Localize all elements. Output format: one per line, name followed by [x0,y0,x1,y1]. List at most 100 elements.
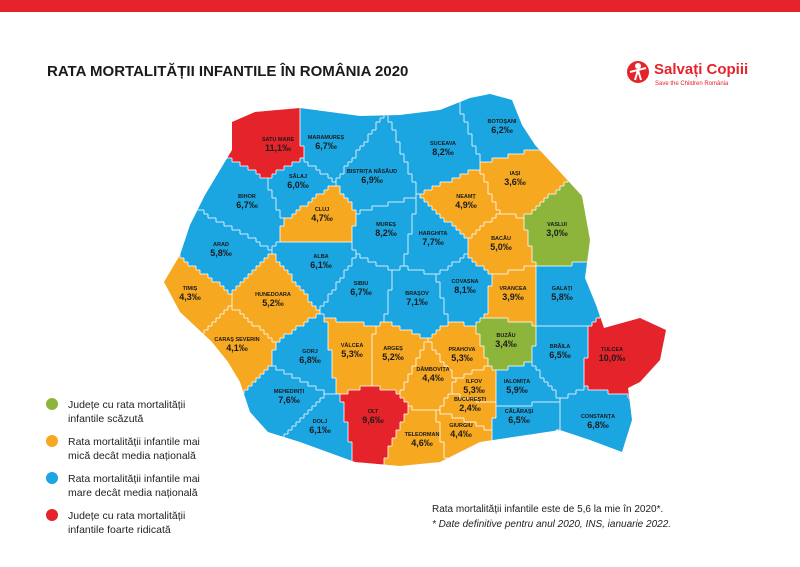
county-area [252,186,257,191]
county-area [648,162,653,167]
county-area [528,234,533,239]
county-area [668,106,672,110]
county-area [344,206,349,211]
county-area [408,130,413,135]
county-area [360,214,365,219]
county-area [564,142,569,147]
county-area [552,142,557,147]
county-area [532,214,537,219]
county-area [460,198,465,203]
county-area [608,126,613,131]
county-area [236,190,241,195]
county-area [428,214,433,219]
county-area [624,238,629,243]
county-area [428,94,433,99]
county-area [504,194,509,199]
county-area [540,130,545,135]
county-area [352,174,357,179]
county-area [592,242,597,247]
county-area [384,170,389,175]
county-area [320,222,325,227]
county-area [320,102,325,107]
county-area [640,190,645,195]
county-area [220,178,225,183]
county-area [336,170,341,175]
county-area [312,166,317,171]
county-area [456,170,461,175]
county-area [596,134,601,139]
county-area [536,162,541,167]
county-area [584,114,589,119]
county-area [176,158,181,163]
county-area [200,98,205,103]
county-area [640,238,645,243]
county-area [164,186,169,191]
county-area [556,242,561,247]
county-area [624,206,629,211]
county-area [624,210,629,215]
county-area [348,154,353,159]
county-area [296,190,301,195]
county-area [272,238,277,243]
county-area [444,138,449,143]
county-area [212,118,217,123]
county-area [488,198,493,203]
county-area [560,210,565,215]
county-area [312,158,317,163]
county-area [300,230,305,235]
county-area [540,206,545,211]
county-area [616,126,621,131]
county-area [220,206,225,211]
county-area [524,166,529,171]
county-area [408,134,413,139]
county-area [596,242,601,247]
county-area [220,122,225,127]
county-area [248,130,253,135]
county-area [448,230,453,235]
county-area [588,218,593,223]
county-area [280,210,285,215]
county-area [264,106,269,111]
county-area [348,210,353,215]
county-area [500,94,505,95]
county-area [212,114,217,119]
county-area [520,98,525,103]
county-area [388,110,393,115]
county-area [544,186,549,191]
county-area [612,210,617,215]
county-area [656,130,661,135]
county-area [452,182,457,187]
county-area [624,214,629,219]
county-area [516,166,521,171]
county-area [496,154,501,159]
county-area [168,122,173,127]
county-area [644,230,649,235]
county-area [576,206,581,211]
county-area [616,114,621,119]
county-area [572,238,577,243]
county-area [628,238,633,243]
county-area [456,190,461,195]
county-area [524,186,529,191]
county-area [268,186,273,191]
county-area [236,182,241,187]
county-area [180,122,185,127]
county-area [488,210,493,215]
county-area [416,118,421,123]
county-area [524,134,529,139]
county-area [428,94,433,95]
county-area [624,126,629,131]
county-area [440,182,445,187]
county-area [424,154,429,159]
county-area [612,94,617,95]
county-area [280,118,285,123]
county-area [484,118,489,123]
county-area [280,126,285,131]
county-area [208,242,213,247]
county-area [172,214,177,219]
county-area [592,114,597,119]
county-area [180,158,185,163]
county-area [496,94,501,95]
county-area [384,146,389,151]
county-area [268,206,273,211]
